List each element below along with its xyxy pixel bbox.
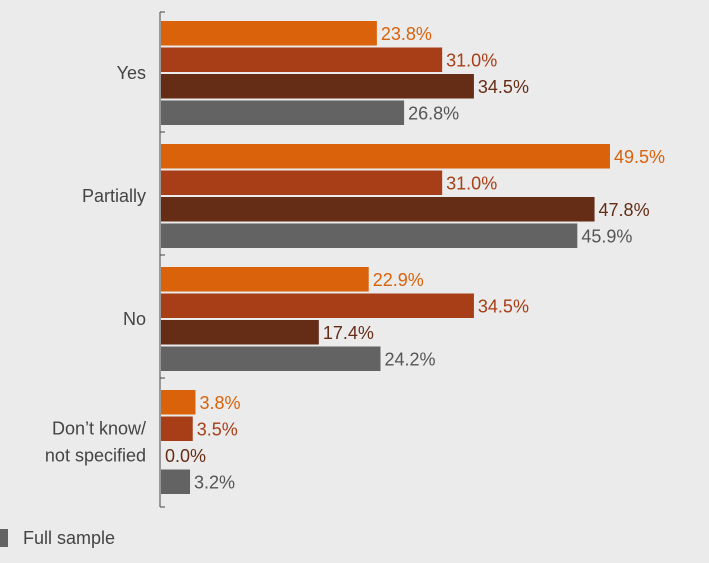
category-label-3: Don’t know/not specified [45,419,146,466]
value-label-1-0: 49.5% [614,147,665,167]
bar-2-0 [161,267,369,292]
value-label-3-3: 3.2% [194,472,235,492]
bar-3-0 [161,390,196,415]
value-label-1-1: 31.0% [446,173,497,193]
bar-1-1 [161,170,443,195]
value-label-2-0: 22.9% [373,270,424,290]
bar-chart: Yes 23.8% 31.0% 34.5% 26.8% Partially 49.5% 31.… [45,11,665,508]
value-label-0-1: 31.0% [446,50,497,70]
bar-0-1 [161,47,443,72]
bar-2-2 [161,320,319,345]
value-label-3-0: 3.8% [199,393,240,413]
bar-0-0 [161,21,377,46]
bar-1-2 [161,197,595,222]
value-label-3-2: 0.0% [165,446,206,466]
value-label-3-1: 3.5% [197,419,238,439]
bar-1-3 [161,223,578,248]
category-label-0: Yes [117,63,146,83]
bar-0-2 [161,74,474,99]
bar-0-3 [161,100,405,125]
category-label-1: Partially [82,186,146,206]
bar-3-3 [161,469,191,494]
category-label-2: No [123,309,146,329]
value-label-0-2: 34.5% [478,77,529,97]
bar-2-3 [161,346,381,371]
value-label-0-0: 23.8% [381,24,432,44]
bar-1-0 [161,144,610,169]
legend: Full sample [0,526,115,550]
value-label-1-3: 45.9% [581,226,632,246]
legend-label-full-sample: Full sample [23,527,116,548]
value-label-1-2: 47.8% [599,200,650,220]
value-label-2-3: 24.2% [384,349,435,369]
legend-swatch-full-sample [0,529,8,547]
value-label-2-1: 34.5% [478,296,529,316]
bar-3-1 [161,416,193,441]
bar-2-1 [161,293,474,318]
value-label-0-3: 26.8% [408,103,459,123]
value-label-2-2: 17.4% [323,323,374,343]
